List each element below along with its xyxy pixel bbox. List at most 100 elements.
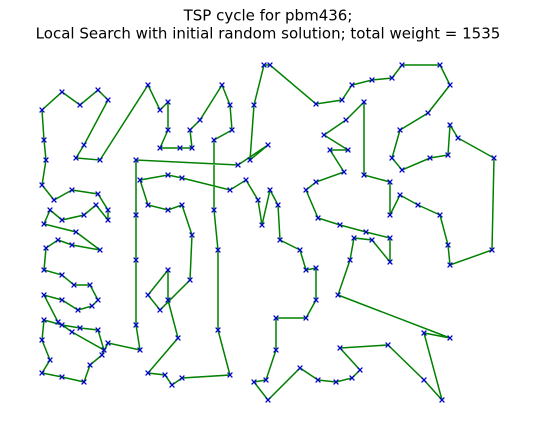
city-marker [71,282,77,288]
city-marker [59,272,65,278]
city-marker [337,345,343,351]
city-marker [227,372,233,378]
city-marker [273,347,279,353]
city-marker [421,330,427,336]
city-marker [399,167,405,173]
city-marker [39,107,45,113]
city-marker [95,327,101,333]
city-marker [447,82,453,88]
city-marker [347,257,353,263]
city-marker [59,89,65,95]
city-marker [437,62,443,68]
city-marker [267,62,273,68]
city-marker [187,127,193,133]
city-marker [69,329,75,335]
city-marker [105,97,111,103]
city-marker [69,242,75,248]
city-marker [105,207,111,213]
city-marker [39,370,45,376]
city-marker [133,157,139,163]
city-marker [369,237,375,243]
city-marker [491,155,497,161]
city-marker [387,259,393,265]
city-marker [313,179,319,185]
city-marker [41,221,47,227]
city-marker [55,237,61,243]
city-marker [73,155,79,161]
city-marker [303,315,309,321]
city-marker [349,82,355,88]
city-marker [41,317,47,323]
city-marker [361,99,367,105]
city-marker [389,75,395,81]
city-marker [351,235,357,241]
city-marker [321,132,327,138]
city-marker [69,187,75,193]
city-marker [133,212,139,218]
city-marker [399,62,405,68]
city-marker [59,322,65,328]
city-marker [227,102,233,108]
city-marker [273,315,279,321]
city-marker [55,319,61,325]
city-marker [427,155,433,161]
city-marker [251,379,257,385]
city-marker [263,377,269,383]
city-marker [187,277,193,283]
city-marker [179,202,185,208]
city-marker [165,207,171,213]
city-marker [133,257,139,263]
city-marker [145,202,151,208]
city-marker [261,62,267,68]
city-marker [41,267,47,273]
city-marker [43,245,49,251]
city-marker [81,379,87,385]
city-marker [243,177,249,183]
city-marker [175,335,181,341]
city-marker [89,303,95,309]
city-marker [369,77,375,83]
city-marker [137,347,143,353]
city-marker [251,102,257,108]
city-marker [357,367,363,373]
city-marker [51,197,57,203]
city-marker [439,397,445,403]
city-marker [343,117,349,123]
city-marker [211,207,217,213]
city-marker [165,127,171,133]
city-marker [303,267,309,273]
city-marker [211,137,217,143]
city-marker [363,229,369,235]
city-marker [215,247,221,253]
city-marker [81,142,87,148]
city-marker [179,375,185,381]
city-marker [235,162,241,168]
city-marker [447,262,453,268]
city-marker [41,137,47,143]
city-marker [177,145,183,151]
city-marker [87,362,93,368]
city-marker [349,375,355,381]
city-marker [437,212,443,218]
city-marker [265,142,271,148]
city-marker [157,107,163,113]
city-marker [425,110,431,116]
city-marker [43,157,49,163]
city-marker [47,207,53,213]
city-marker [267,187,273,193]
city-marker [165,267,171,273]
city-marker [99,352,105,358]
city-marker [361,172,367,178]
city-marker [455,135,461,141]
city-marker [59,217,65,223]
city-marker [77,325,83,331]
city-marker [95,297,101,303]
city-marker [447,122,453,128]
city-marker [421,377,427,383]
city-marker [445,152,451,158]
city-marker [315,377,321,383]
city-marker [47,357,53,363]
city-marker [87,282,93,288]
city-marker [297,365,303,371]
